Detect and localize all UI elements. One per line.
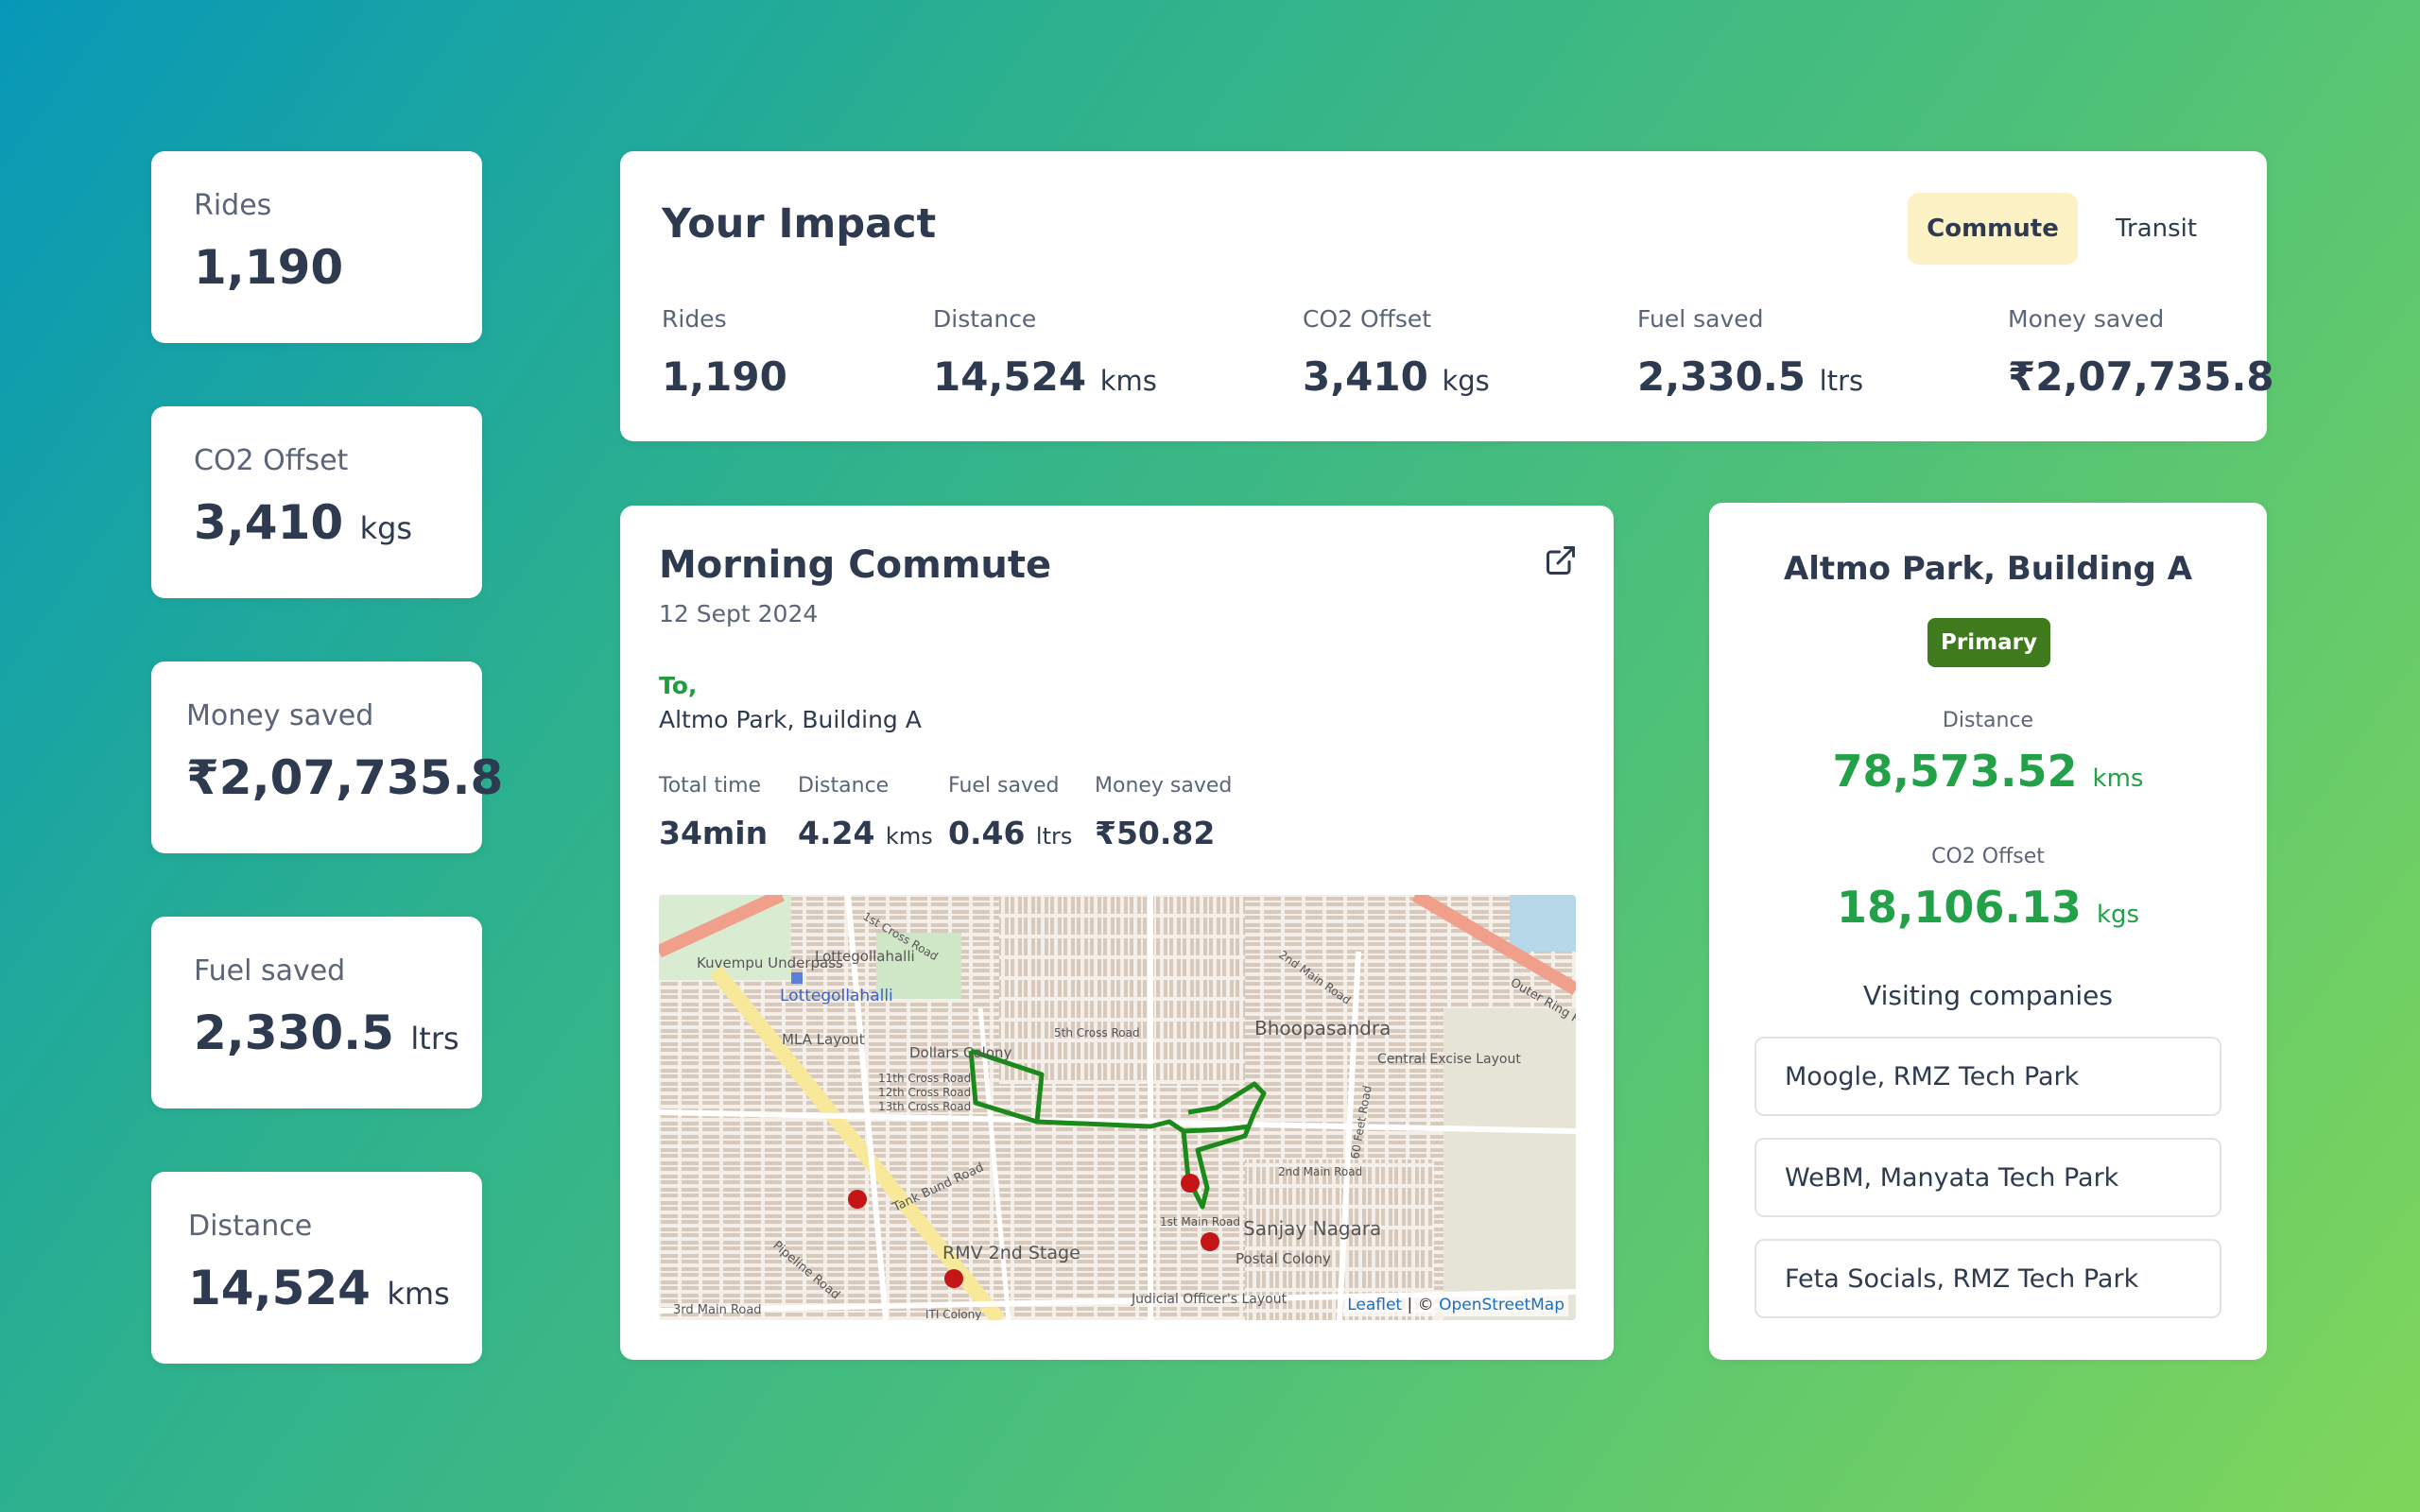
building-co2: CO2 Offset 18,106.13 kgs (1709, 845, 2267, 933)
stat-value: ₹2,07,735.8 (186, 750, 504, 805)
stat-label: Distance (933, 305, 1037, 333)
stat-value: 0.46 ltrs (948, 815, 1073, 851)
building-distance: Distance 78,573.52 kms (1709, 709, 2267, 797)
impact-stat-money: Money saved ₹2,07,735.8 (2008, 305, 2274, 400)
stat-value: 18,106.13 kgs (1836, 882, 2140, 933)
map-label: 1st Main Road (1160, 1215, 1240, 1228)
stat-card-distance: Distance 14,524 kms (151, 1172, 482, 1364)
destination: Altmo Park, Building A (659, 706, 922, 733)
tab-commute[interactable]: Commute (1908, 193, 2078, 265)
map-label: 11th Cross Road (878, 1072, 971, 1085)
leaflet-link[interactable]: Leaflet (1347, 1296, 1403, 1314)
stat-label: CO2 Offset (1931, 845, 2045, 868)
primary-badge: Primary (1927, 618, 2050, 667)
commute-stat-fuel: Fuel saved 0.46 ltrs (948, 774, 1072, 851)
stat-label: Distance (1942, 709, 2034, 732)
stat-value: 78,573.52 kms (1832, 746, 2144, 797)
hospital-marker-icon (944, 1269, 963, 1288)
company-item[interactable]: WeBM, Manyata Tech Park (1754, 1138, 2221, 1217)
map-label: ITI Colony (925, 1308, 981, 1320)
hospital-marker-icon (848, 1190, 867, 1209)
stat-card-rides: Rides 1,190 (151, 151, 482, 343)
company-item[interactable]: Moogle, RMZ Tech Park (1754, 1037, 2221, 1116)
stat-label: Money saved (186, 699, 374, 732)
impact-title: Your Impact (662, 200, 937, 248)
stat-label: Rides (194, 189, 272, 222)
company-item[interactable]: Feta Socials, RMZ Tech Park (1754, 1239, 2221, 1318)
map-canvas: Kuvempu Underpass Lottegollahalli Lotteg… (659, 895, 1576, 1320)
impact-card: Your Impact Commute Transit Rides 1,190 … (620, 151, 2274, 441)
map-label: 13th Cross Road (878, 1100, 971, 1113)
map-label: Dollars Colony (909, 1044, 1012, 1061)
map-label: 3rd Main Road (673, 1303, 762, 1317)
stat-label: Total time (659, 774, 762, 798)
tab-transit[interactable]: Transit (2115, 215, 2198, 243)
stat-label: CO2 Offset (1303, 305, 1432, 333)
stat-card-co2: CO2 Offset 3,410 kgs (151, 406, 482, 598)
commute-card: Morning Commute 12 Sept 2024 To, Altmo P… (620, 506, 1614, 1360)
impact-stat-fuel: Fuel saved 2,330.5 ltrs (1637, 305, 1863, 400)
stat-label: Fuel saved (948, 774, 1060, 798)
map-label: Postal Colony (1236, 1250, 1331, 1267)
stat-value: 1,190 (194, 240, 344, 295)
stat-label: Money saved (2008, 305, 2165, 333)
map-label: 5th Cross Road (1054, 1026, 1140, 1040)
stat-label: Fuel saved (1637, 305, 1764, 333)
map-label: 12th Cross Road (878, 1086, 971, 1099)
stat-value: 2,330.5 ltrs (194, 1005, 459, 1060)
route-map[interactable]: Kuvempu Underpass Lottegollahalli Lotteg… (659, 895, 1576, 1320)
stat-label: Fuel saved (194, 954, 346, 988)
map-label: 2nd Main Road (1278, 1165, 1362, 1178)
stat-value: 3,410 kgs (194, 495, 413, 550)
to-label: To, (659, 672, 698, 699)
stat-card-money: Money saved ₹2,07,735.8 (151, 662, 503, 853)
stat-value: 4.24 kms (798, 815, 933, 851)
stat-value: 14,524 kms (188, 1261, 450, 1315)
building-card: Altmo Park, Building A Primary Distance … (1709, 503, 2267, 1360)
stat-value: 34min (659, 815, 769, 851)
impact-stat-co2: CO2 Offset 3,410 kgs (1303, 305, 1490, 400)
map-label: Kuvempu Underpass (697, 954, 843, 971)
map-label: Central Excise Layout (1377, 1052, 1521, 1067)
building-title: Altmo Park, Building A (1783, 550, 2193, 588)
map-label: RMV 2nd Stage (942, 1243, 1080, 1263)
stat-label: Rides (662, 305, 727, 333)
map-label: Bhoopasandra (1254, 1017, 1391, 1040)
stat-value: 1,190 (662, 353, 787, 400)
hospital-marker-icon (1201, 1232, 1219, 1251)
impact-stat-rides: Rides 1,190 (662, 305, 787, 400)
stat-value: 3,410 kgs (1303, 353, 1490, 400)
external-link-icon[interactable] (1544, 543, 1578, 577)
route-path (968, 1048, 1267, 1210)
map-label: Judicial Officer's Layout (1131, 1292, 1288, 1307)
stat-label: Distance (798, 774, 890, 798)
commute-stat-distance: Distance 4.24 kms (798, 774, 933, 851)
map-label: Sanjay Nagara (1243, 1217, 1381, 1240)
map-attribution: Leaflet | © OpenStreetMap (1343, 1294, 1568, 1316)
map-label: Lottegollahalli (780, 987, 893, 1005)
hospital-marker-icon (1181, 1174, 1200, 1193)
commute-stat-time: Total time 34min (659, 774, 768, 851)
osm-link[interactable]: OpenStreetMap (1439, 1296, 1564, 1314)
stat-label: Money saved (1095, 774, 1233, 798)
map-label: MLA Layout (782, 1031, 865, 1048)
stat-card-fuel: Fuel saved 2,330.5 ltrs (151, 917, 482, 1108)
stat-value: 2,330.5 ltrs (1637, 353, 1864, 400)
metro-station-icon (791, 972, 803, 984)
visiting-companies-title: Visiting companies (1863, 980, 2113, 1011)
stat-value: 14,524 kms (933, 353, 1157, 400)
impact-stat-distance: Distance 14,524 kms (933, 305, 1157, 400)
stat-value: ₹50.82 (1095, 815, 1216, 851)
stat-label: CO2 Offset (194, 444, 349, 477)
attribution-separator: | © (1402, 1296, 1440, 1314)
map-label: Lottegollahalli (815, 948, 915, 965)
commute-date: 12 Sept 2024 (659, 600, 819, 627)
commute-stat-money: Money saved ₹50.82 (1095, 774, 1232, 851)
commute-title: Morning Commute (659, 543, 1052, 587)
stat-label: Distance (188, 1210, 313, 1243)
stat-value: ₹2,07,735.8 (2008, 353, 2274, 400)
